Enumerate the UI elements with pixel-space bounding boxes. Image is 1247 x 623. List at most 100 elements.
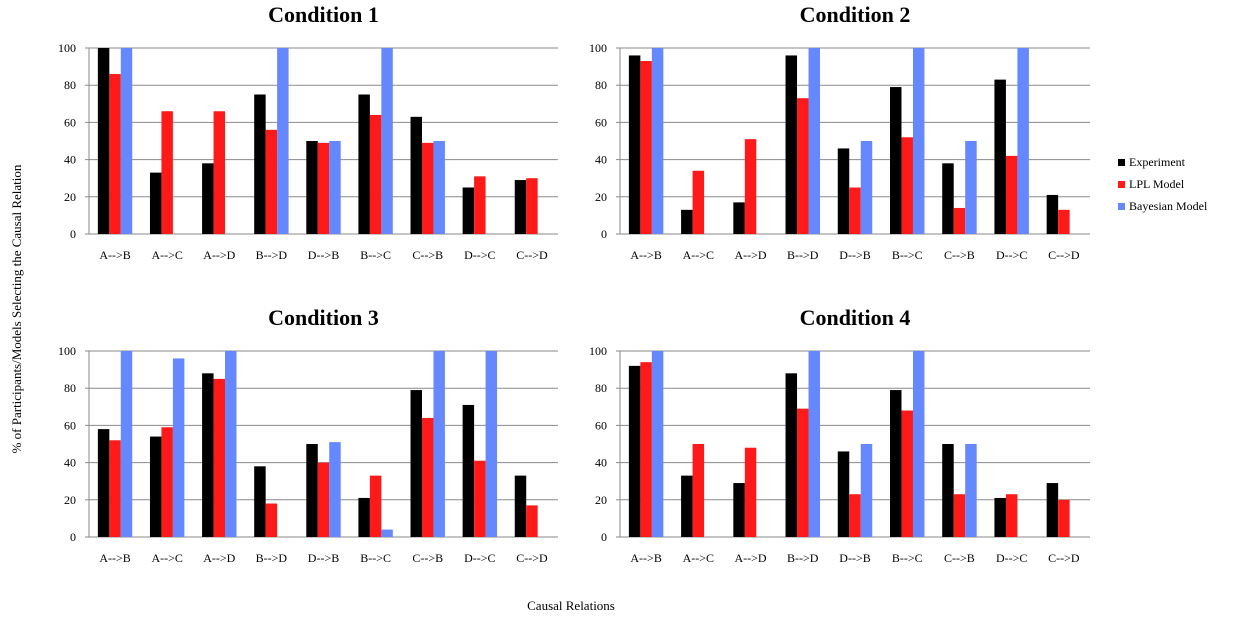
y-tick-label: 40	[595, 456, 607, 470]
legend-item-lpl-model: LPL Model	[1118, 173, 1243, 195]
bar-experiment	[681, 209, 693, 234]
x-tick-label: D-->B	[839, 248, 870, 262]
chart-panel-3: Condition 3 0 20 40 60 80 100 A-->B A-->C A-->D B-…	[58, 305, 558, 565]
bar-experiment	[410, 390, 422, 537]
x-tick-label: A-->D	[203, 248, 235, 262]
bar-experiment	[628, 55, 641, 234]
bar-experiment	[462, 187, 475, 234]
bar-lpl-model	[474, 176, 486, 234]
x-tick-label: B-->D	[787, 248, 819, 262]
legend-item-experiment: Experiment	[1118, 151, 1243, 173]
chart-title: Condition 4	[800, 305, 911, 330]
x-tick-label: D-->C	[464, 248, 495, 262]
bar-bayesian-model	[120, 48, 133, 234]
x-tick-label: A-->B	[630, 248, 661, 262]
y-tick-label: 60	[595, 115, 607, 129]
legend-label: Bayesian Model	[1129, 198, 1208, 213]
bar-experiment	[994, 497, 1006, 537]
bar-lpl-model	[1005, 155, 1018, 234]
bar-lpl-model	[109, 74, 121, 234]
bar-lpl-model	[369, 114, 382, 234]
y-tick-label: 60	[64, 418, 76, 432]
chart-panel-2: Condition 2 0 20 40 60 80 100 A-->B A-->C A-->D B-…	[589, 2, 1090, 262]
bar-experiment	[306, 141, 318, 234]
x-tick-label: B-->D	[256, 248, 288, 262]
bar-lpl-model	[317, 462, 330, 537]
y-tick-label: 0	[70, 530, 76, 544]
bar-bayesian-model	[808, 351, 821, 537]
bar-lpl-model	[265, 129, 278, 234]
x-tick-label: B-->D	[787, 551, 819, 565]
bar-experiment	[785, 55, 798, 234]
bar-experiment	[202, 163, 214, 234]
bar-experiment	[410, 116, 422, 234]
bar-experiment	[733, 202, 745, 234]
bar-experiment	[1046, 194, 1059, 234]
bar-bayesian-model	[381, 529, 393, 537]
x-tick-label: C-->D	[1048, 248, 1080, 262]
bar-experiment	[97, 48, 110, 234]
bar-bayesian-model	[225, 351, 237, 537]
legend-label: LPL Model	[1129, 176, 1185, 191]
bar-bayesian-model	[965, 141, 977, 234]
bar-lpl-model	[265, 503, 278, 537]
bar-bayesian-model	[912, 48, 925, 234]
bar-lpl-model	[526, 505, 538, 537]
y-tick-label: 0	[601, 227, 607, 241]
y-axis-label: % of Participants/Models Selecting the C…	[9, 164, 24, 453]
bar-lpl-model	[953, 207, 966, 234]
x-tick-label: A-->B	[99, 551, 130, 565]
bar-experiment	[889, 87, 902, 234]
bar-bayesian-model	[1017, 48, 1029, 234]
bar-lpl-model	[213, 111, 226, 234]
x-tick-label: D-->B	[308, 248, 339, 262]
bar-lpl-model	[953, 494, 966, 537]
bar-experiment	[628, 365, 641, 537]
x-tick-label: A-->C	[151, 551, 182, 565]
legend-item-bayesian-model: Bayesian Model	[1118, 195, 1243, 217]
x-tick-label: B-->C	[360, 248, 391, 262]
x-tick-label: C-->B	[944, 248, 975, 262]
bar-lpl-model	[421, 142, 434, 234]
x-tick-label: C-->B	[412, 551, 443, 565]
bar-experiment	[994, 79, 1006, 235]
y-tick-label: 40	[64, 153, 76, 167]
y-tick-label: 80	[64, 78, 76, 92]
bar-lpl-model	[640, 61, 652, 234]
bar-bayesian-model	[651, 351, 664, 537]
bar-bayesian-model	[808, 48, 821, 234]
bar-lpl-model	[692, 444, 705, 537]
x-tick-label: B-->C	[360, 551, 391, 565]
bar-lpl-model	[901, 410, 913, 537]
bar-experiment	[514, 180, 527, 234]
bar-bayesian-model	[485, 351, 498, 537]
bar-experiment	[306, 444, 318, 537]
y-tick-label: 40	[595, 153, 607, 167]
bar-bayesian-model	[329, 442, 341, 537]
bar-lpl-model	[1005, 494, 1018, 537]
bar-experiment	[942, 163, 954, 234]
bar-bayesian-model	[860, 444, 873, 537]
bar-experiment	[358, 94, 370, 234]
bar-experiment	[358, 497, 370, 537]
x-tick-label: A-->C	[683, 248, 714, 262]
bar-experiment	[681, 475, 693, 537]
bar-experiment	[149, 436, 162, 537]
y-tick-label: 20	[64, 190, 76, 204]
y-tick-label: 60	[64, 115, 76, 129]
chart-title: Condition 3	[268, 305, 379, 330]
bar-experiment	[149, 172, 162, 234]
legend-swatch-bayesian-model	[1118, 202, 1125, 210]
x-tick-label: C-->B	[944, 551, 975, 565]
x-tick-label: D-->B	[839, 551, 870, 565]
x-tick-label: A-->D	[203, 551, 235, 565]
bar-experiment	[785, 373, 798, 537]
bar-bayesian-model	[860, 141, 873, 234]
bar-lpl-model	[744, 139, 757, 234]
x-tick-label: A-->C	[151, 248, 182, 262]
x-tick-label: A-->D	[735, 551, 767, 565]
y-tick-label: 60	[595, 418, 607, 432]
bar-lpl-model	[369, 475, 382, 537]
bar-lpl-model	[797, 408, 809, 537]
bar-lpl-model	[1058, 209, 1070, 234]
